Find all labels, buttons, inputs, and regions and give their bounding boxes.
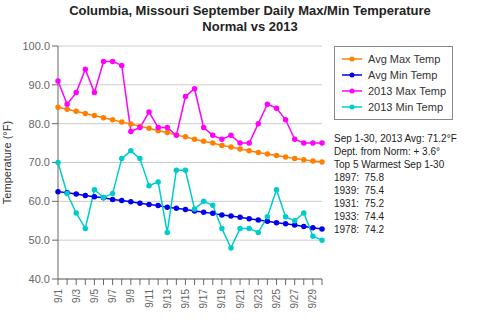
svg-text:9/17: 9/17 [198,289,209,309]
svg-text:9/19: 9/19 [216,289,227,309]
svg-text:9/15: 9/15 [180,289,191,309]
html-text:Dept. from Norm: + 3.6°: Dept. from Norm: + 3.6° [334,146,440,157]
svg-text:9/23: 9/23 [253,289,264,309]
html-text:1978: 74.2: 1978: 74.2 [334,224,384,235]
svg-text:9/29: 9/29 [307,289,318,309]
svg-text:9/1: 9/1 [53,289,64,303]
svg-text:90.0: 90.0 [29,79,50,91]
svg-text:9/25: 9/25 [271,289,282,309]
html-text:1933: 74.4: 1933: 74.4 [334,211,384,222]
html-text:Columbia, Missouri September D: Columbia, Missouri September Daily Max/M… [69,3,431,18]
svg-text:80.0: 80.0 [29,118,50,130]
svg-text:100.0: 100.0 [22,40,50,52]
svg-text:40.0: 40.0 [29,273,50,285]
svg-text:9/13: 9/13 [162,289,173,309]
svg-text:9/3: 9/3 [71,289,82,303]
html-text:1897: 75.8: 1897: 75.8 [334,172,384,183]
svg-text:70.0: 70.0 [29,156,50,168]
svg-text:9/21: 9/21 [235,289,246,309]
svg-text:60.0: 60.0 [29,195,50,207]
svg-text:50.0: 50.0 [29,234,50,246]
svg-text:9/11: 9/11 [144,289,155,308]
svg-text:Temperature (°F): Temperature (°F) [8,121,13,204]
html-text:Sep 1-30, 2013 Avg: 71.2°F: Sep 1-30, 2013 Avg: 71.2°F [334,133,457,144]
html-text:Normal vs 2013: Normal vs 2013 [202,19,298,34]
svg-text:9/27: 9/27 [289,289,300,309]
html-text:Top 5 Warmest Sep 1-30: Top 5 Warmest Sep 1-30 [334,159,445,170]
html-text:2013 Max Temp: 2013 Max Temp [368,85,447,97]
html-text:1939: 75.4: 1939: 75.4 [334,185,384,196]
svg-text:9/9: 9/9 [125,289,136,303]
html-text:1931: 75.2: 1931: 75.2 [334,198,384,209]
html-text:Avg Min Temp: Avg Min Temp [368,69,438,81]
html-text:Avg Max Temp: Avg Max Temp [368,53,441,65]
svg-text:9/7: 9/7 [107,289,118,303]
html-text:2013 Min Temp: 2013 Min Temp [368,101,443,113]
svg-text:9/5: 9/5 [89,289,100,303]
